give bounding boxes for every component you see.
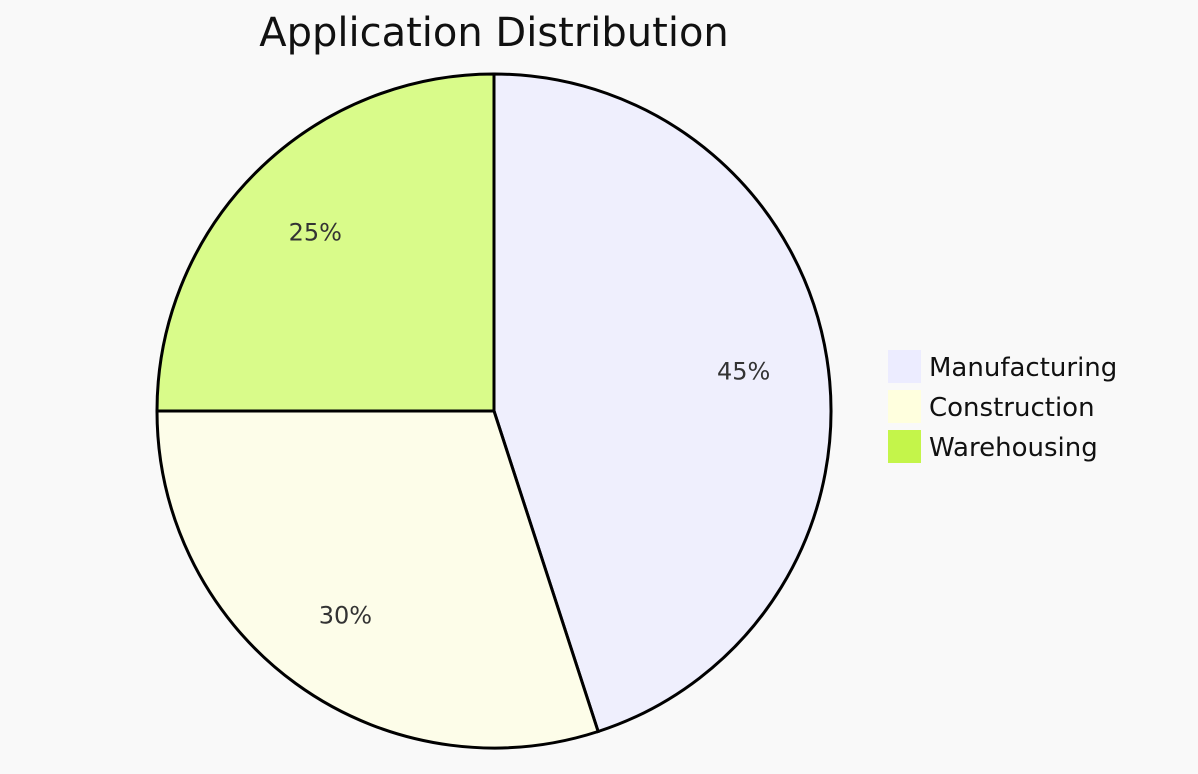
- legend-label: Manufacturing: [929, 353, 1117, 383]
- pie-slice-manufacturing: [492, 72, 833, 734]
- legend-label: Warehousing: [929, 433, 1098, 463]
- chart-title: Application Distribution: [259, 10, 729, 56]
- legend-swatch: [888, 390, 921, 423]
- slice-label: 45%: [717, 357, 770, 385]
- legend-swatch: [888, 430, 921, 463]
- slice-label: 30%: [319, 601, 372, 629]
- pie-slice-warehousing: [155, 72, 496, 413]
- legend-label: Construction: [929, 393, 1095, 423]
- pie-slice-construction: [155, 409, 601, 750]
- legend-swatch: [888, 350, 921, 383]
- slice-label: 25%: [289, 218, 342, 246]
